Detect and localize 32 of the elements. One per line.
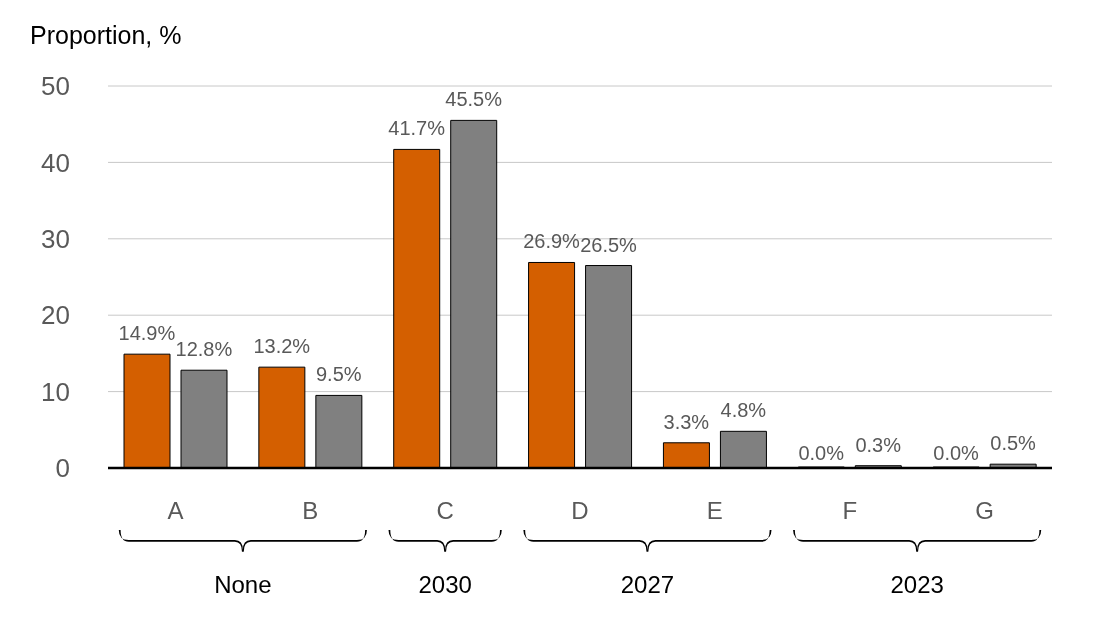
- y-tick-label: 30: [41, 224, 70, 255]
- text: 2027: [620, 571, 675, 598]
- data-label: 14.9%: [118, 322, 176, 345]
- x-tick-label: A: [167, 497, 184, 525]
- data-label: 4.8%: [720, 399, 767, 422]
- y-tick-label: 10: [41, 376, 70, 407]
- y-axis-title: Proportion, %: [30, 21, 182, 49]
- text: 2030: [418, 571, 472, 598]
- y-tick-label: 50: [41, 71, 70, 102]
- x-tick-label: D: [571, 497, 589, 525]
- data-label: 9.5%: [315, 363, 362, 386]
- y-tick-label: 0: [55, 453, 70, 484]
- x-tick-label: G: [975, 497, 994, 525]
- data-label: 45.5%: [445, 88, 503, 111]
- data-label: 0.0%: [933, 442, 980, 464]
- data-label: 26.9%: [523, 230, 581, 253]
- x-tick-label: E: [706, 497, 723, 525]
- data-label: 26.5%: [580, 233, 638, 256]
- data-label: 0.5%: [990, 432, 1037, 455]
- text: 2023: [890, 571, 944, 598]
- data-label: 13.2%: [253, 335, 311, 358]
- data-label: 0.3%: [855, 433, 902, 456]
- y-tick-label: 40: [41, 147, 70, 178]
- text: None: [214, 571, 272, 598]
- y-tick-label: 20: [41, 300, 70, 331]
- x-tick-label: B: [302, 497, 319, 525]
- x-tick-label: F: [842, 497, 858, 525]
- x-tick-label: C: [436, 497, 454, 525]
- data-label: 41.7%: [388, 117, 446, 140]
- data-label: 3.3%: [663, 410, 710, 433]
- data-label: 0.0%: [798, 442, 845, 464]
- data-label: 12.8%: [175, 338, 233, 361]
